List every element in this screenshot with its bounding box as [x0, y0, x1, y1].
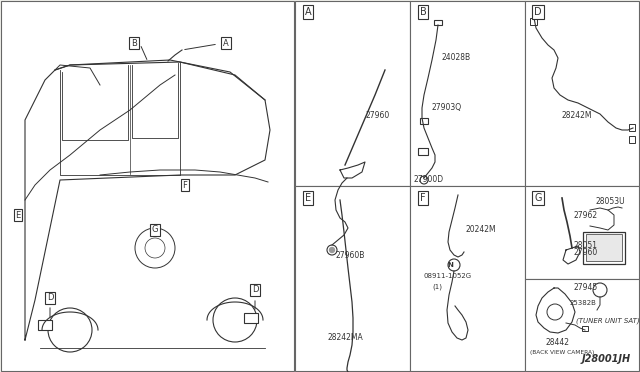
Bar — [629, 124, 635, 131]
Bar — [295, 1, 410, 186]
Bar — [38, 320, 52, 330]
Text: F: F — [182, 180, 188, 189]
Text: 28242MA: 28242MA — [328, 333, 364, 342]
Text: D: D — [252, 285, 259, 295]
Text: D: D — [534, 7, 542, 17]
Text: 27960B: 27960B — [335, 251, 364, 260]
Text: 27962: 27962 — [574, 211, 598, 220]
Text: 28242M: 28242M — [562, 111, 593, 120]
Bar — [583, 232, 625, 264]
Text: F: F — [420, 193, 426, 203]
Circle shape — [330, 247, 335, 253]
Text: 27945: 27945 — [574, 283, 598, 292]
Bar — [582, 326, 588, 331]
Text: (1): (1) — [432, 283, 442, 289]
Bar — [420, 118, 428, 124]
Bar — [410, 1, 525, 186]
Text: 25382B: 25382B — [570, 300, 597, 306]
Text: E: E — [15, 211, 20, 219]
Text: 27960: 27960 — [366, 111, 390, 120]
Bar — [525, 1, 639, 186]
Text: 28051: 28051 — [574, 241, 598, 250]
Text: 27903Q: 27903Q — [432, 103, 462, 112]
Text: 28053U: 28053U — [595, 197, 625, 206]
Bar — [295, 186, 410, 371]
Text: (BACK VIEW CAMERA): (BACK VIEW CAMERA) — [530, 350, 595, 355]
Text: 27900D: 27900D — [414, 175, 444, 184]
Bar — [530, 18, 537, 25]
Bar — [525, 279, 639, 371]
Text: N: N — [447, 262, 453, 268]
Text: 28442: 28442 — [545, 338, 569, 347]
Text: B: B — [131, 38, 137, 48]
Text: (TUNER UNIT SAT): (TUNER UNIT SAT) — [576, 317, 639, 324]
Text: 24028B: 24028B — [442, 53, 471, 62]
Bar — [410, 186, 525, 371]
Text: B: B — [420, 7, 426, 17]
Bar — [629, 136, 635, 143]
Text: 20242M: 20242M — [466, 225, 497, 234]
Text: A: A — [223, 38, 229, 48]
Bar — [1, 1, 294, 371]
Bar — [418, 148, 428, 155]
Text: D: D — [47, 294, 53, 302]
Bar — [244, 313, 258, 323]
Bar — [586, 234, 622, 261]
Bar — [434, 20, 442, 25]
Bar — [525, 186, 639, 279]
Text: G: G — [152, 225, 158, 234]
Text: 08911-1052G: 08911-1052G — [424, 273, 472, 279]
Text: G: G — [534, 193, 541, 203]
Text: J28001JH: J28001JH — [582, 354, 631, 364]
Text: E: E — [305, 193, 311, 203]
Text: A: A — [305, 7, 311, 17]
Text: 27960: 27960 — [574, 248, 598, 257]
